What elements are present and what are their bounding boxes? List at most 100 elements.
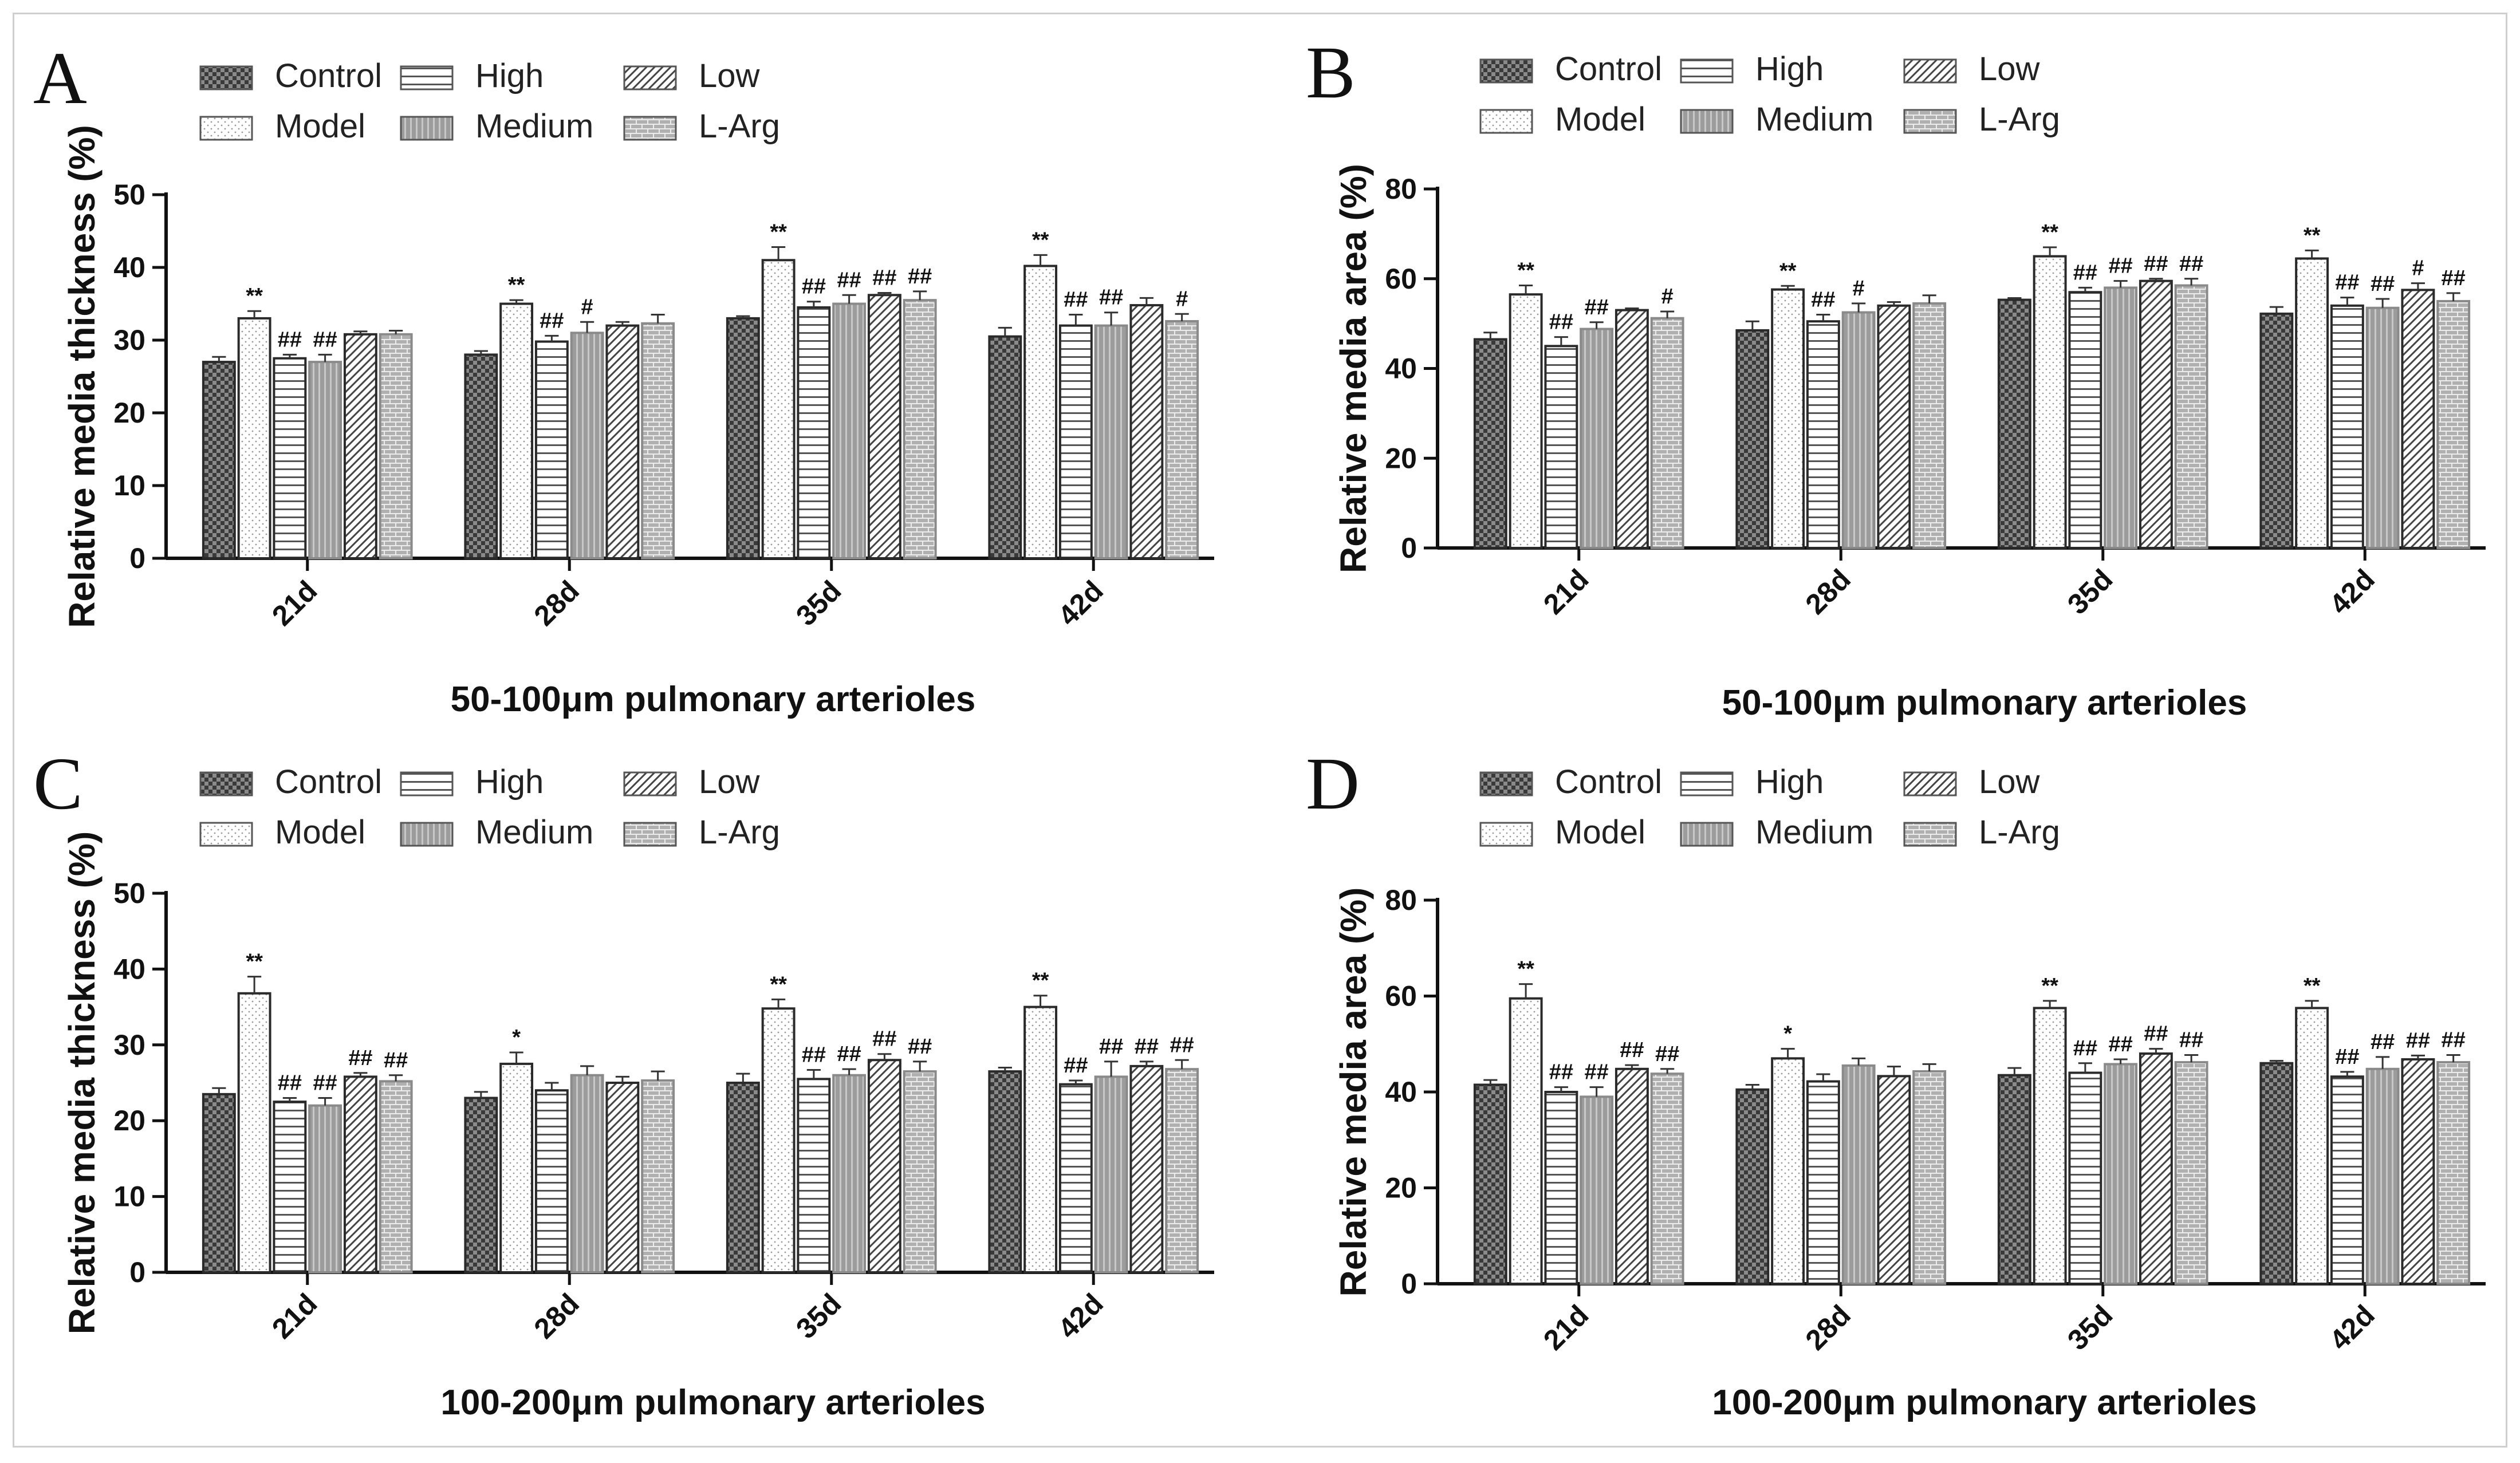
bar-control-28d[interactable] (1735, 1088, 1770, 1285)
bar-medium-35d[interactable] (832, 302, 867, 559)
panel-letter: D (1306, 743, 1360, 825)
bar-low-21d[interactable] (1615, 1067, 1649, 1285)
bar-low-42d[interactable] (1129, 1064, 1164, 1273)
legend-label-low: Low (699, 763, 761, 800)
bar-control-35d[interactable] (1997, 298, 2031, 549)
y-tick-label: 50 (113, 877, 145, 909)
bar-medium-35d[interactable] (2104, 1063, 2138, 1285)
significance-marker: ## (1584, 295, 1608, 320)
legend-label-larg: L-Arg (699, 814, 780, 851)
bar-control-21d[interactable] (1473, 1083, 1507, 1285)
bar-low-42d[interactable] (1129, 304, 1164, 559)
bar-model-21d[interactable] (1509, 997, 1543, 1285)
legend-swatch-medium (400, 822, 454, 847)
bar-larg-21d[interactable] (379, 333, 413, 560)
chart-panel-b: B Control Model High Medium Low L-Arg Relative … (1306, 31, 2486, 723)
bar-high-21d[interactable] (273, 357, 307, 559)
significance-marker: ** (246, 950, 263, 974)
bar-model-21d[interactable] (1509, 293, 1543, 550)
significance-marker: # (1853, 277, 1865, 301)
legend-label-control: Control (275, 763, 382, 800)
bar-model-28d[interactable] (1771, 288, 1805, 549)
legend: Control Model High Medium Low L-Arg (199, 57, 780, 145)
bar-medium-42d[interactable] (2365, 306, 2400, 549)
y-tick-label: 20 (113, 397, 145, 429)
bar-model-28d[interactable] (499, 1062, 534, 1274)
bar-larg-42d[interactable] (1165, 320, 1199, 559)
significance-marker: ## (2179, 1028, 2203, 1052)
bar-low-21d[interactable] (343, 1075, 377, 1273)
legend-swatch-high (400, 771, 454, 796)
bar-medium-42d[interactable] (1094, 1075, 1128, 1273)
significance-marker: ## (872, 1027, 896, 1051)
bar-model-21d[interactable] (237, 992, 271, 1273)
bar-larg-28d[interactable] (1912, 302, 1947, 549)
bar-medium-28d[interactable] (1841, 311, 1876, 549)
bar-control-28d[interactable] (464, 1097, 498, 1273)
legend-swatch-model (199, 822, 253, 847)
bar-control-21d[interactable] (202, 361, 236, 559)
bar-model-35d[interactable] (761, 1007, 796, 1274)
bar-low-42d[interactable] (2401, 289, 2435, 549)
y-tick-label: 80 (1385, 173, 1417, 205)
y-tick-label: 30 (113, 1029, 145, 1061)
significance-marker: ## (872, 266, 896, 290)
bar-larg-35d[interactable] (903, 1070, 937, 1273)
bar-larg-21d[interactable] (379, 1080, 413, 1274)
bar-larg-42d[interactable] (1165, 1068, 1199, 1273)
bar-control-21d[interactable] (1473, 338, 1507, 550)
bar-high-42d[interactable] (2330, 1075, 2364, 1285)
significance-marker: ** (2304, 974, 2321, 998)
bar-low-35d[interactable] (2139, 279, 2173, 549)
bar-control-35d[interactable] (726, 1082, 760, 1273)
bar-medium-35d[interactable] (832, 1074, 867, 1273)
legend-label-control: Control (1555, 50, 1662, 88)
bar-medium-42d[interactable] (2365, 1067, 2400, 1285)
y-tick-label: 10 (113, 1181, 145, 1213)
bar-high-35d[interactable] (797, 306, 831, 559)
bar-control-42d[interactable] (2259, 1062, 2294, 1285)
bar-low-35d[interactable] (867, 294, 901, 559)
bar-control-42d[interactable] (988, 335, 1022, 560)
bar-high-28d[interactable] (1806, 320, 1840, 549)
legend-swatch-high (1680, 771, 1734, 796)
significance-marker: ## (2144, 252, 2168, 276)
bar-model-21d[interactable] (237, 317, 271, 560)
bar-larg-28d[interactable] (1912, 1070, 1947, 1285)
bar-control-42d[interactable] (2259, 312, 2294, 549)
bar-low-21d[interactable] (1615, 309, 1649, 549)
x-axis-title: 50-100μm pulmonary arterioles (1722, 683, 2247, 723)
bar-larg-35d[interactable] (2174, 1061, 2208, 1285)
bar-medium-28d[interactable] (570, 1074, 604, 1273)
bar-medium-21d[interactable] (1580, 328, 1614, 550)
significance-marker: ** (1779, 259, 1797, 283)
legend-label-model: Model (275, 108, 365, 145)
significance-marker: ## (1135, 1035, 1159, 1059)
bar-larg-28d[interactable] (641, 1079, 675, 1273)
bar-larg-21d[interactable] (1650, 317, 1684, 549)
bar-high-21d[interactable] (1544, 345, 1578, 549)
bar-model-35d[interactable] (2033, 1007, 2067, 1285)
bar-medium-42d[interactable] (1094, 324, 1128, 559)
bar-larg-42d[interactable] (2436, 1061, 2471, 1285)
significance-marker: ## (540, 309, 564, 333)
bar-low-28d[interactable] (605, 324, 640, 559)
bar-control-35d[interactable] (1997, 1074, 2031, 1285)
significance-marker: # (2412, 257, 2424, 281)
significance-marker: ## (802, 1043, 826, 1067)
bar-control-28d[interactable] (464, 353, 498, 560)
bar-low-28d[interactable] (1877, 1075, 1911, 1285)
bar-low-28d[interactable] (605, 1082, 640, 1273)
bar-high-35d[interactable] (2068, 1071, 2102, 1285)
bar-model-28d[interactable] (1771, 1057, 1805, 1285)
significance-marker: ## (313, 328, 337, 352)
bar-low-21d[interactable] (343, 333, 377, 560)
bar-model-35d[interactable] (2033, 255, 2067, 549)
bar-model-42d[interactable] (1023, 1005, 1058, 1273)
legend-swatch-larg (1903, 822, 1957, 847)
bar-larg-42d[interactable] (2436, 299, 2471, 549)
bar-model-28d[interactable] (499, 302, 534, 559)
bar-high-28d[interactable] (1806, 1080, 1840, 1285)
bar-control-21d[interactable] (202, 1093, 236, 1273)
bar-high-42d[interactable] (1058, 324, 1093, 559)
